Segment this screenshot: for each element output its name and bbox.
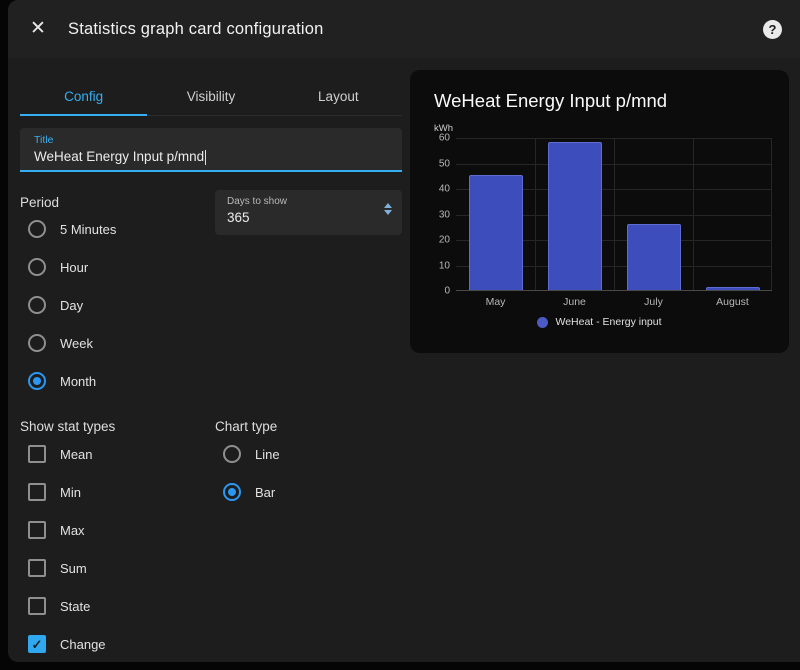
title-input-label: Title (34, 134, 54, 146)
bar-july (626, 223, 681, 290)
stat-type-option-sum[interactable]: Sum (20, 549, 106, 587)
statistics-graph-card-config-dialog: ✕ Statistics graph card configuration ? … (8, 0, 800, 662)
help-icon[interactable]: ? (763, 19, 782, 39)
radio-icon[interactable] (28, 220, 46, 238)
chart-type-radio-group: Line Bar (215, 435, 280, 511)
bar-may (468, 175, 523, 290)
x-axis-label: June (563, 296, 586, 308)
radio-icon[interactable] (28, 296, 46, 314)
y-axis-tick: 10 (438, 260, 450, 271)
chart-type-option-bar[interactable]: Bar (215, 473, 280, 511)
stat-type-option-min[interactable]: Min (20, 473, 106, 511)
radio-icon[interactable] (28, 372, 46, 390)
y-axis-tick: 0 (444, 285, 450, 297)
stepper-up-icon[interactable] (384, 203, 392, 208)
legend-dot-icon (537, 316, 549, 328)
option-label: Bar (255, 484, 276, 500)
option-label: Min (60, 484, 81, 500)
y-axis-tick: 40 (438, 183, 450, 195)
dialog-header: ✕ Statistics graph card configuration ? (8, 0, 800, 58)
period-option-week[interactable]: Week (20, 324, 116, 362)
bar-chart-plot-area: 60 50 40 30 20 10 0 May June July August (439, 133, 772, 308)
checkbox-icon[interactable] (28, 521, 46, 539)
legend-label: WeHeat - Energy input (555, 316, 662, 328)
period-option-hour[interactable]: Hour (20, 248, 116, 286)
checkbox-icon[interactable] (28, 559, 46, 577)
tab-bar: Config Visibility Layout (20, 78, 402, 116)
tab-layout[interactable]: Layout (318, 89, 359, 104)
stat-types-section-label: Show stat types (20, 419, 116, 434)
gridline-vertical (614, 138, 615, 290)
stepper-down-icon[interactable] (384, 210, 392, 215)
period-radio-group: 5 Minutes Hour Day Week Month (20, 210, 116, 400)
stat-type-option-state[interactable]: State (20, 587, 106, 625)
option-label: Hour (60, 259, 89, 275)
text-caret (205, 150, 207, 165)
option-label: Week (60, 335, 93, 351)
x-axis-label: May (485, 296, 506, 308)
radio-icon[interactable] (28, 258, 46, 276)
checkbox-icon[interactable] (28, 483, 46, 501)
y-axis-tick: 50 (438, 158, 450, 169)
number-stepper-icon[interactable] (384, 203, 392, 215)
checkbox-icon[interactable]: ✓ (28, 635, 46, 653)
period-option-day[interactable]: Day (20, 286, 116, 324)
radio-icon[interactable] (223, 445, 241, 463)
tab-config[interactable]: Config (20, 78, 148, 116)
y-axis-tick: 20 (438, 234, 450, 246)
stat-types-checkbox-group: Mean Min Max Sum State ✓ Change (20, 435, 106, 663)
stat-type-option-mean[interactable]: Mean (20, 435, 106, 473)
y-axis-unit-label: kWh (434, 123, 453, 134)
option-label: Sum (60, 560, 87, 576)
days-to-show-label: Days to show (227, 196, 288, 207)
gridline-vertical (771, 138, 772, 290)
gridline-vertical (535, 138, 536, 290)
bar-june (547, 142, 602, 290)
period-option-5-minutes[interactable]: 5 Minutes (20, 210, 116, 248)
option-label: State (60, 598, 91, 614)
x-axis-label: August (716, 296, 749, 308)
option-label: Change (60, 636, 106, 652)
option-label: Line (255, 446, 280, 462)
option-label: Month (60, 373, 97, 389)
title-input-value: WeHeat Energy Input p/mnd (34, 149, 205, 164)
x-axis-label: July (644, 296, 663, 308)
period-option-month[interactable]: Month (20, 362, 116, 400)
radio-icon[interactable] (223, 483, 241, 501)
y-axis-tick: 60 (438, 132, 450, 144)
stat-type-option-change[interactable]: ✓ Change (20, 625, 106, 663)
option-label: Mean (60, 446, 93, 462)
option-label: Max (60, 522, 85, 538)
dialog-title: Statistics graph card configuration (68, 19, 324, 38)
option-label: 5 Minutes (60, 221, 117, 237)
period-section-label: Period (20, 195, 60, 210)
option-label: Day (60, 297, 84, 313)
title-input[interactable]: Title WeHeat Energy Input p/mnd (20, 128, 402, 172)
preview-chart-title: WeHeat Energy Input p/mnd (434, 90, 668, 111)
card-preview: WeHeat Energy Input p/mnd kWh 60 50 40 30 20… (410, 70, 789, 353)
chart-type-option-line[interactable]: Line (215, 435, 280, 473)
checkbox-icon[interactable] (28, 597, 46, 615)
chart-type-section-label: Chart type (215, 419, 278, 434)
chart-legend: WeHeat - Energy input (410, 316, 789, 328)
gridline-vertical (693, 138, 694, 290)
checkbox-icon[interactable] (28, 445, 46, 463)
days-to-show-value: 365 (227, 210, 250, 225)
close-icon[interactable]: ✕ (26, 17, 50, 41)
bar-august (705, 287, 760, 290)
days-to-show-input[interactable]: Days to show 365 (215, 190, 402, 235)
y-axis-tick: 30 (438, 209, 450, 220)
tab-visibility[interactable]: Visibility (186, 89, 236, 104)
stat-type-option-max[interactable]: Max (20, 511, 106, 549)
radio-icon[interactable] (28, 334, 46, 352)
